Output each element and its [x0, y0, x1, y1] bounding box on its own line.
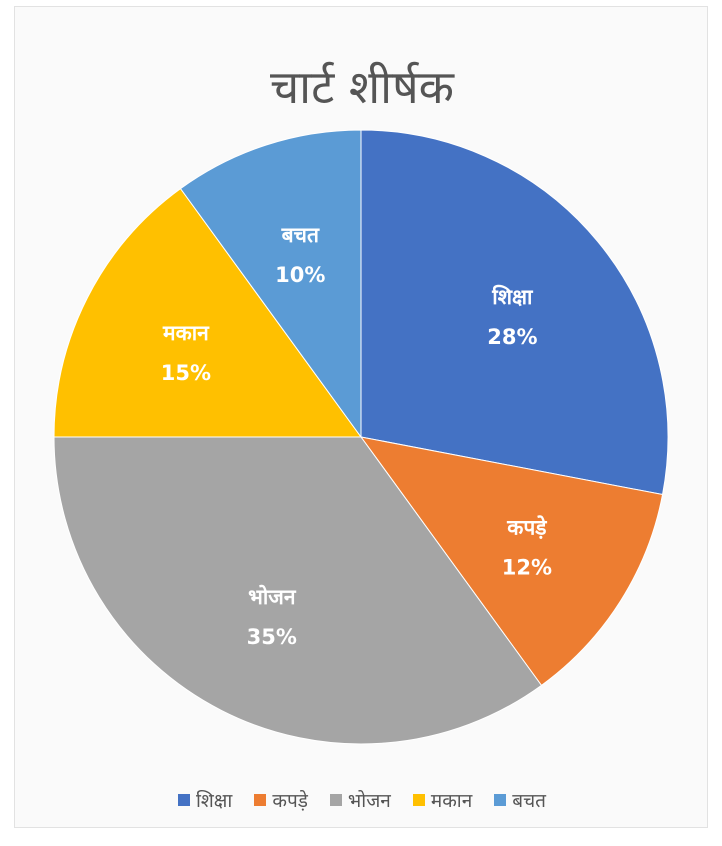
slice-percent-label: 15%	[161, 361, 211, 385]
legend-swatch-icon	[494, 794, 507, 806]
legend-swatch-icon	[412, 794, 425, 806]
pie-chart: शिक्षा 28% कपड़े 12% भोजन 35% मकान 15% बचत 10%	[53, 129, 669, 745]
legend-swatch-icon	[254, 794, 267, 806]
pie-slice-2	[359, 436, 664, 687]
pie-slice-5	[179, 129, 362, 439]
legend-label: बचत	[512, 790, 547, 812]
legend-swatch-icon	[329, 794, 342, 806]
legend-item: शिक्षा	[177, 787, 233, 813]
slice-category-label: बचत	[281, 223, 320, 247]
legend-item: भोजन	[329, 787, 391, 813]
slice-percent-label: 12%	[502, 555, 552, 579]
pie-slice-3	[53, 436, 543, 745]
legend: शिक्षा कपड़े भोजन मकान बचत	[15, 787, 707, 813]
slice-percent-label: 28%	[487, 325, 537, 349]
legend-label: मकान	[430, 790, 473, 812]
slice-percent-label: 10%	[275, 263, 325, 287]
pie-slice-1	[360, 129, 669, 496]
legend-item: मकान	[412, 787, 473, 813]
chart-area: चार्ट शीर्षक शिक्षा 28% कपड़े 12% भोजन 35% मका…	[14, 6, 708, 828]
legend-swatch-icon	[177, 794, 190, 806]
pie-slice-4	[53, 187, 362, 438]
legend-item: बचत	[494, 787, 546, 813]
legend-item: कपड़े	[254, 787, 308, 813]
slice-category-label: मकान	[162, 321, 210, 345]
slice-category-label: शिक्षा	[491, 284, 534, 309]
slice-percent-label: 35%	[247, 625, 297, 649]
legend-label: कपड़े	[272, 790, 308, 812]
slice-category-label: कपड़े	[506, 514, 547, 539]
legend-label: भोजन	[347, 790, 391, 812]
legend-label: शिक्षा	[195, 790, 233, 812]
slice-category-label: भोजन	[248, 584, 297, 609]
chart-title: चार्ट शीर्षक	[269, 60, 455, 114]
